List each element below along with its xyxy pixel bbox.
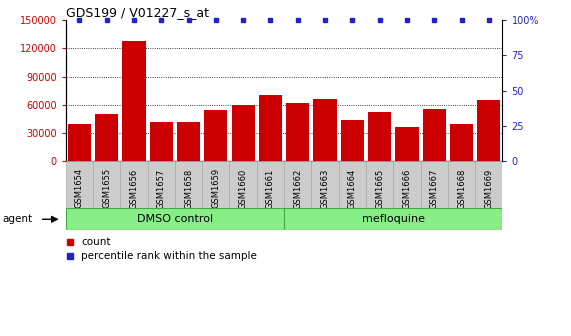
Bar (202, 161, 230, 208)
Text: GSM1659: GSM1659 (211, 168, 220, 208)
Bar (204, 111, 227, 161)
Bar (230, 161, 257, 208)
Bar (147, 161, 175, 208)
Bar (68, 124, 91, 161)
Bar (175, 161, 202, 208)
Text: GSM1660: GSM1660 (239, 168, 248, 209)
Bar (231, 105, 255, 161)
Text: GSM1669: GSM1669 (484, 168, 493, 209)
Bar (259, 95, 282, 161)
Text: GSM1661: GSM1661 (266, 168, 275, 209)
Text: GSM1668: GSM1668 (457, 168, 466, 209)
Bar (93, 161, 120, 208)
Bar (448, 161, 475, 208)
Bar (366, 161, 393, 208)
Bar (95, 114, 118, 161)
Text: GSM1663: GSM1663 (320, 168, 329, 209)
Bar (284, 161, 311, 208)
Bar (286, 103, 309, 161)
Bar (120, 161, 147, 208)
Bar (150, 122, 173, 161)
Bar (284, 208, 502, 230)
Bar (423, 109, 446, 161)
Bar (177, 122, 200, 161)
Text: GSM1665: GSM1665 (375, 168, 384, 209)
Text: GSM1662: GSM1662 (293, 168, 302, 209)
Text: GDS199 / V01227_s_at: GDS199 / V01227_s_at (66, 6, 208, 19)
Text: mefloquine: mefloquine (362, 214, 425, 224)
Bar (66, 208, 284, 230)
Bar (368, 112, 391, 161)
Bar (122, 41, 146, 161)
Text: GSM1664: GSM1664 (348, 168, 357, 209)
Text: GSM1666: GSM1666 (403, 168, 412, 209)
Text: agent: agent (3, 214, 33, 224)
Text: DMSO control: DMSO control (137, 214, 213, 224)
Bar (393, 161, 421, 208)
Text: GSM1657: GSM1657 (156, 168, 166, 209)
Bar (477, 100, 500, 161)
Bar (421, 161, 448, 208)
Text: count: count (81, 237, 110, 247)
Bar (66, 161, 93, 208)
Text: GSM1667: GSM1667 (430, 168, 439, 209)
Bar (341, 120, 364, 161)
Text: percentile rank within the sample: percentile rank within the sample (81, 251, 257, 261)
Bar (311, 161, 339, 208)
Bar (450, 124, 473, 161)
Text: GSM1654: GSM1654 (75, 168, 84, 208)
Bar (339, 161, 366, 208)
Text: GSM1655: GSM1655 (102, 168, 111, 208)
Bar (395, 127, 419, 161)
Text: GSM1656: GSM1656 (130, 168, 138, 209)
Bar (313, 99, 337, 161)
Bar (475, 161, 502, 208)
Bar (257, 161, 284, 208)
Text: GSM1658: GSM1658 (184, 168, 193, 209)
